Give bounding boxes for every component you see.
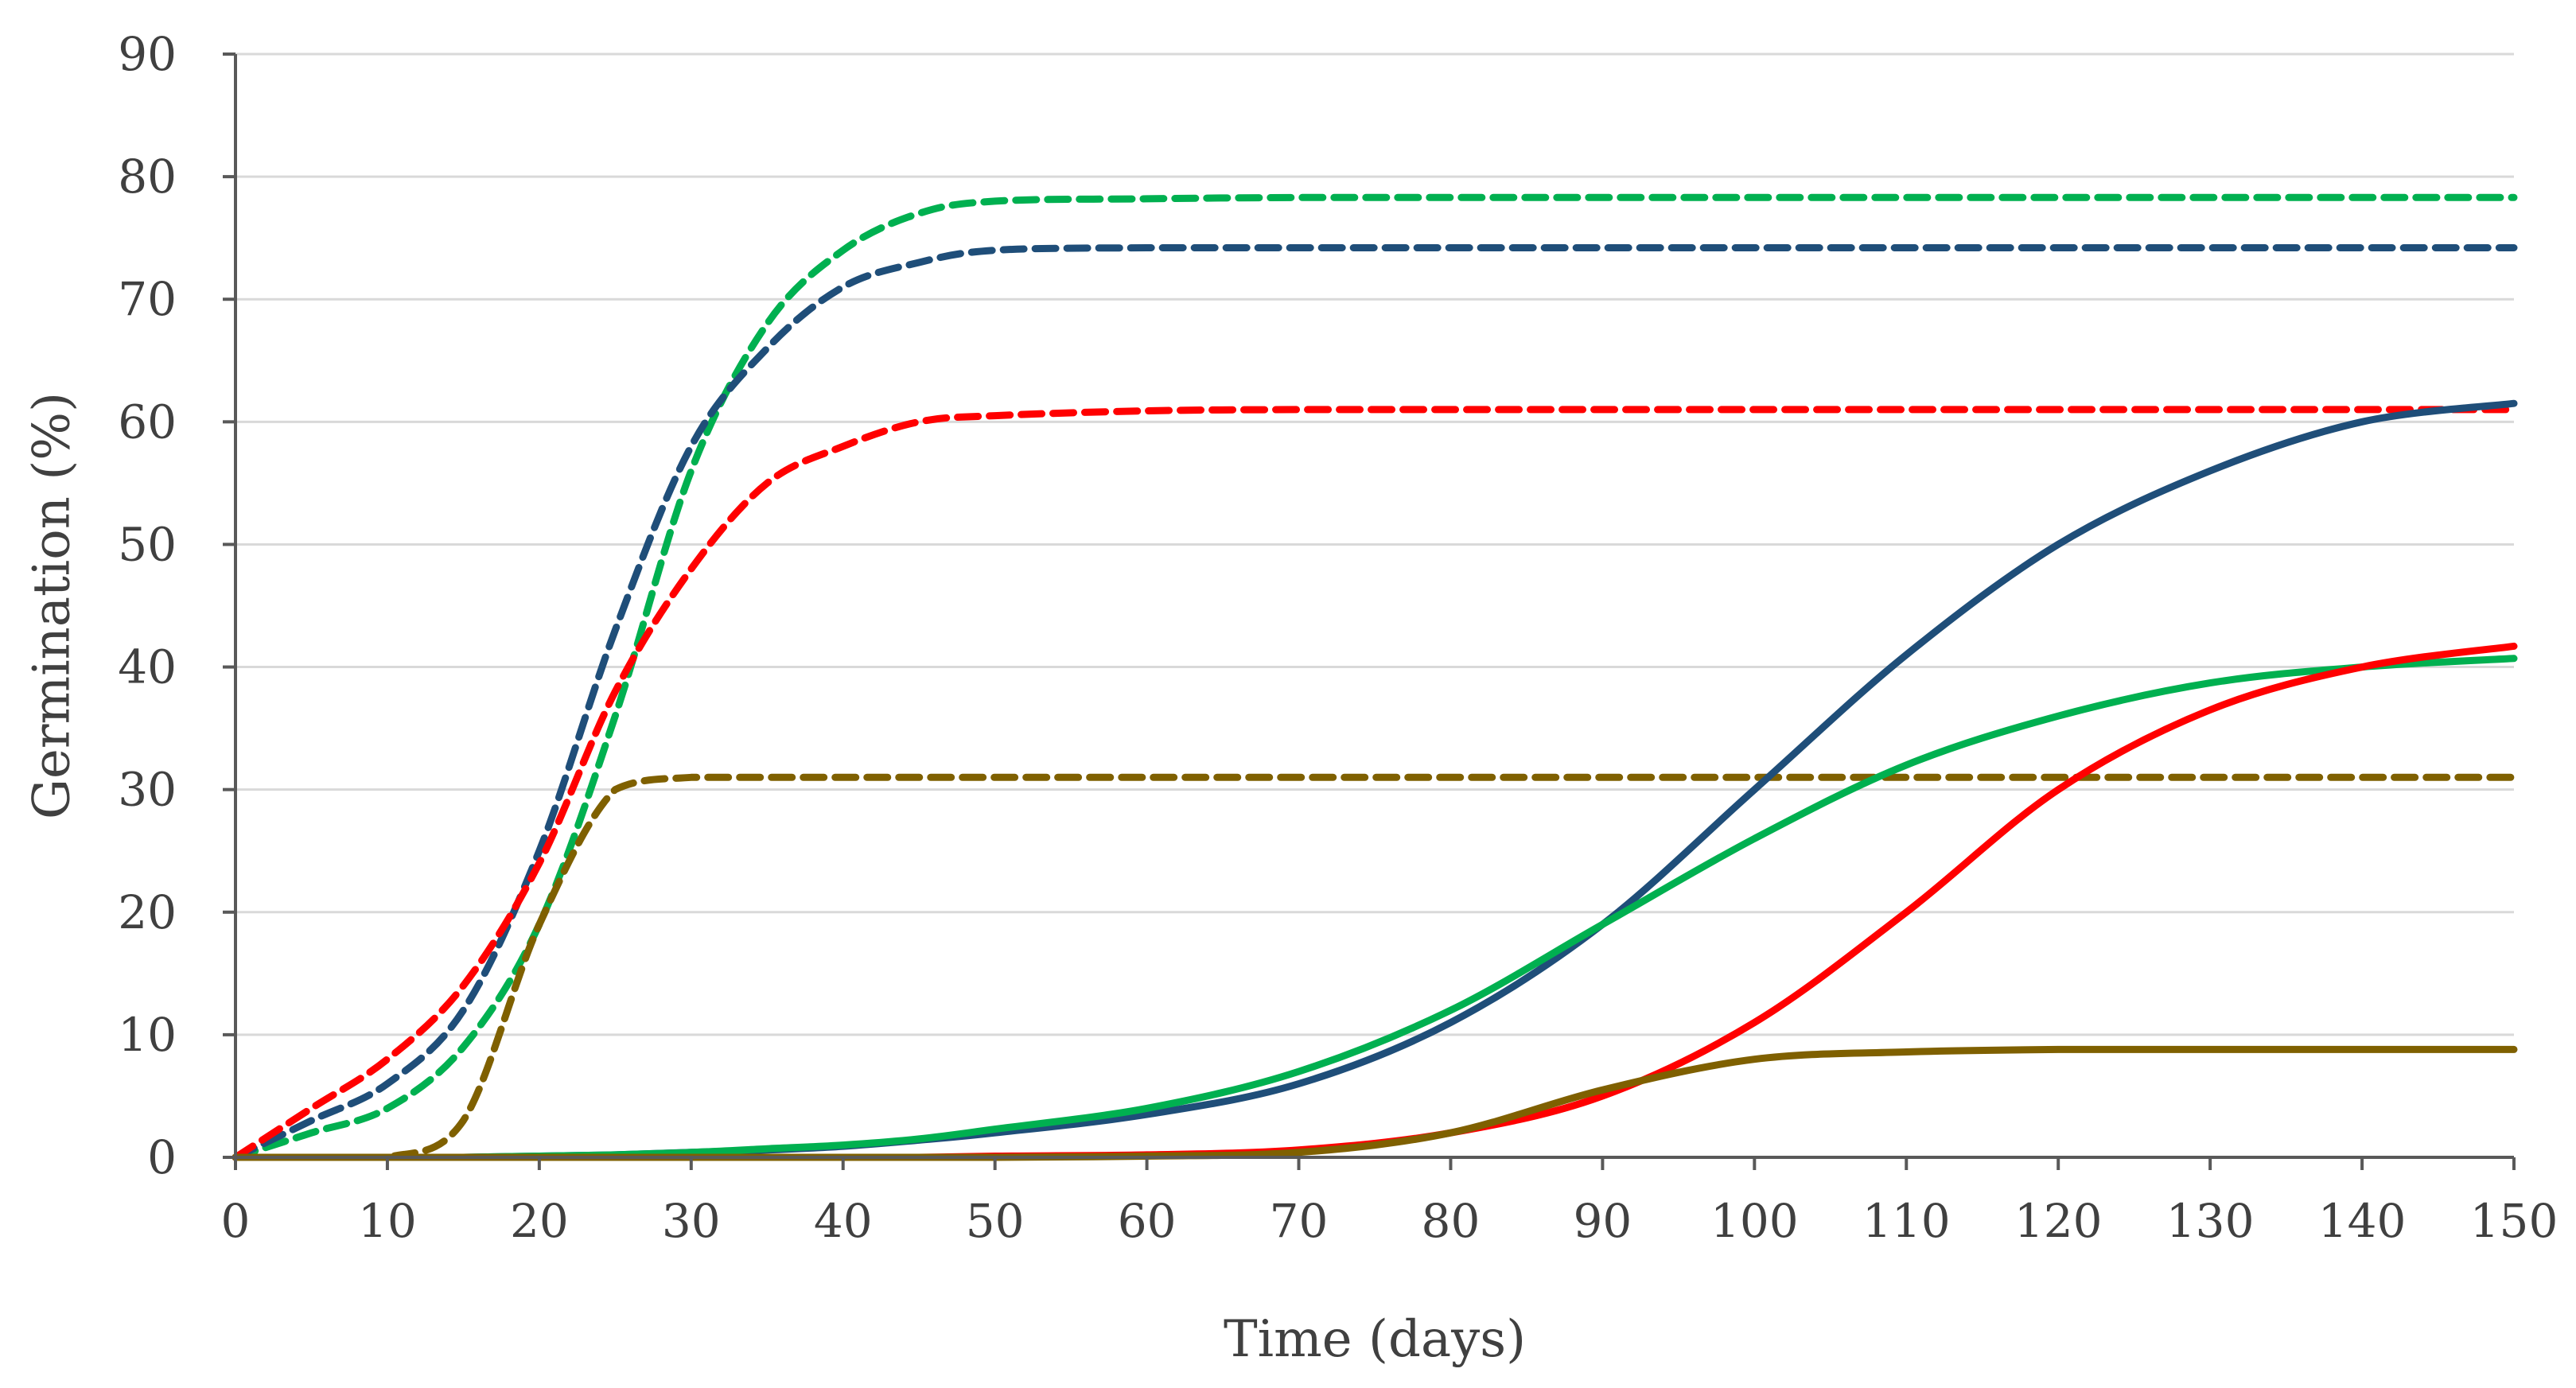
y-tick-label: 60 [118,395,177,449]
y-tick-label: 0 [147,1130,177,1184]
x-tick-label: 40 [814,1194,873,1248]
x-tick-label: 100 [1710,1194,1799,1248]
x-tick-label: 10 [358,1194,417,1248]
x-tick-label: 50 [966,1194,1025,1248]
x-tick-label: 0 [221,1194,251,1248]
series-line-red-dashed [232,406,2518,1161]
x-tick-label: 90 [1573,1194,1632,1248]
y-tick-label: 50 [118,517,177,571]
x-tick-label: 30 [662,1194,721,1248]
series-layer [232,193,2518,1161]
x-tick-label: 80 [1422,1194,1481,1248]
y-tick-label: 10 [118,1008,177,1062]
series-line-red-solid [232,642,2518,1161]
y-tick-label: 20 [118,885,177,939]
y-tick-label: 30 [118,763,177,817]
series-line-green-dashed [232,193,2518,1161]
y-tick-label: 80 [118,150,177,204]
x-tick-label: 110 [1862,1194,1951,1248]
y-axis-title: Germination (%) [22,392,81,819]
axes [223,52,2516,1170]
tick-labels: 0 10 20 30 40 50 60 70 80 90 0 10 20 30 40 50 60 70 80 90 10… [118,27,2558,1248]
x-tick-label: 150 [2470,1194,2558,1248]
y-tick-label: 70 [118,272,177,326]
x-tick-label: 70 [1270,1194,1329,1248]
x-tick-label: 140 [2318,1194,2407,1248]
x-tick-label: 20 [510,1194,569,1248]
x-tick-label: 130 [2166,1194,2255,1248]
x-tick-label: 120 [2014,1194,2103,1248]
y-tick-label: 90 [118,27,177,81]
y-tick-label: 40 [118,640,177,694]
series-line-brown-dashed [232,773,2518,1161]
gridlines [235,52,2514,1036]
x-tick-label: 60 [1118,1194,1177,1248]
x-axis-title: Time (days) [1224,1310,1526,1369]
series-line-blue-dashed [232,243,2518,1161]
